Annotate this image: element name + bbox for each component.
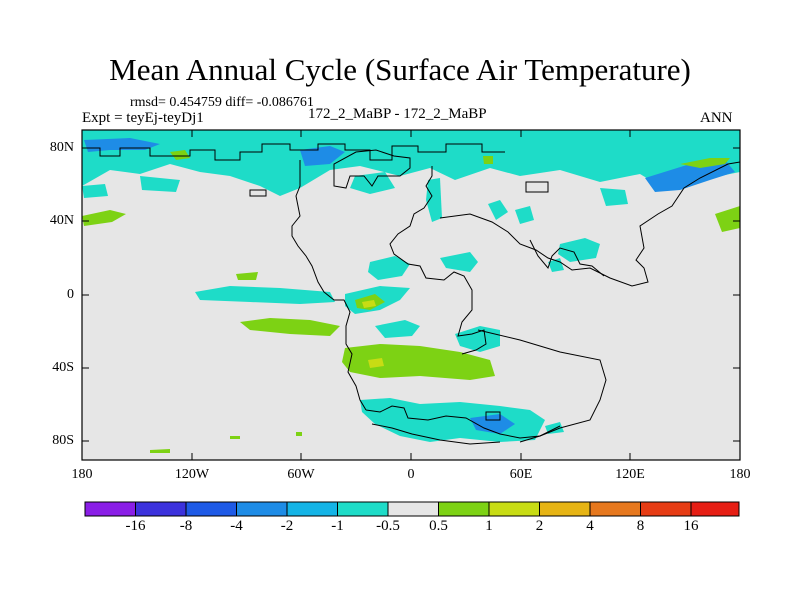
colorbar-box-2 bbox=[186, 502, 237, 516]
colorbar-box-6 bbox=[388, 502, 439, 516]
colorbar-box-11 bbox=[641, 502, 692, 516]
colorbar-label: -1 bbox=[313, 518, 363, 535]
colorbar-label: 16 bbox=[666, 518, 716, 535]
colorbar-label: 1 bbox=[464, 518, 514, 535]
lat-label-40s: 40S bbox=[34, 360, 74, 376]
colorbar-label: -2 bbox=[262, 518, 312, 535]
colorbar-box-3 bbox=[237, 502, 288, 516]
colorbar-label: 2 bbox=[515, 518, 565, 535]
lat-label-80s: 80S bbox=[34, 433, 74, 449]
colorbar-box-9 bbox=[540, 502, 591, 516]
colorbar-label: -0.5 bbox=[363, 518, 413, 535]
colorbar-box-7 bbox=[439, 502, 490, 516]
colorbar bbox=[85, 502, 739, 516]
colorbar-label: 0.5 bbox=[414, 518, 464, 535]
anomaly-green-ant2 bbox=[230, 436, 240, 439]
anomaly-green-scand bbox=[483, 156, 493, 164]
colorbar-box-12 bbox=[691, 502, 739, 516]
lon-label-180w: 180 bbox=[52, 467, 112, 483]
lon-label-60w: 60W bbox=[271, 467, 331, 483]
colorbar-box-8 bbox=[489, 502, 540, 516]
lon-label-180e: 180 bbox=[710, 467, 770, 483]
colorbar-box-5 bbox=[338, 502, 389, 516]
colorbar-box-10 bbox=[590, 502, 641, 516]
colorbar-label: 4 bbox=[565, 518, 615, 535]
lon-label-120w: 120W bbox=[162, 467, 222, 483]
colorbar-box-4 bbox=[287, 502, 338, 516]
colorbar-label: -8 bbox=[161, 518, 211, 535]
anomaly-green-ant3 bbox=[296, 432, 302, 436]
anomaly-cyan-nam bbox=[82, 184, 108, 198]
colorbar-label: -4 bbox=[212, 518, 262, 535]
colorbar-box-1 bbox=[136, 502, 187, 516]
lon-label-120e: 120E bbox=[600, 467, 660, 483]
lat-label-80n: 80N bbox=[34, 140, 74, 156]
colorbar-label: -16 bbox=[111, 518, 161, 535]
lat-label-0: 0 bbox=[34, 287, 74, 303]
lon-label-60e: 60E bbox=[491, 467, 551, 483]
colorbar-box-0 bbox=[85, 502, 136, 516]
map-figure bbox=[0, 0, 800, 600]
colorbar-label: 8 bbox=[616, 518, 666, 535]
lat-label-40n: 40N bbox=[34, 213, 74, 229]
lon-label-0: 0 bbox=[381, 467, 441, 483]
